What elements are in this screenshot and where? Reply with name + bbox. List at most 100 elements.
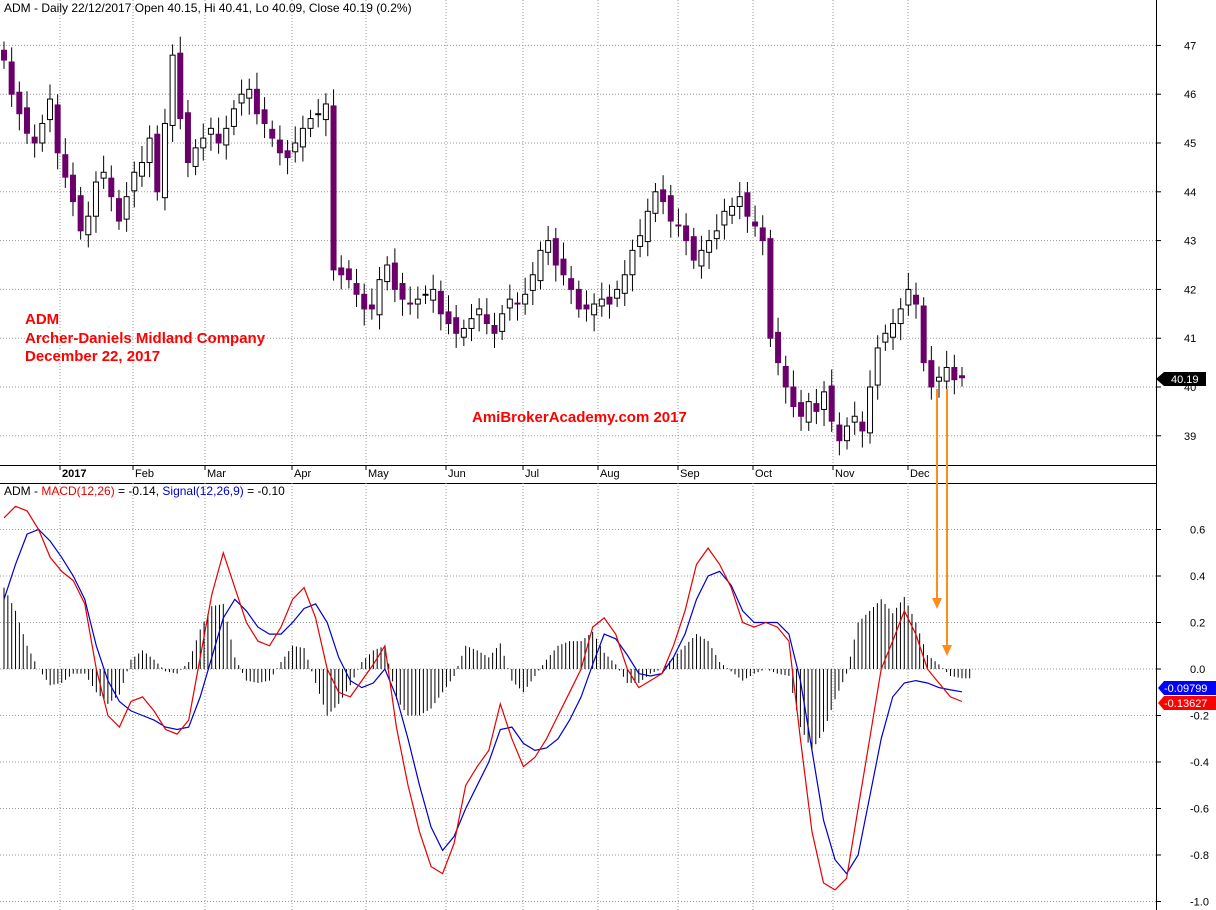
macd-header-prefix: ADM - (4, 484, 41, 498)
candle-body (131, 171, 138, 192)
price-tick-label: 39 (1184, 431, 1196, 443)
candle-body (338, 267, 345, 276)
candle-body (721, 210, 728, 226)
candle-body (322, 103, 329, 121)
candle-body (729, 205, 736, 216)
annotation-ticker: ADM (25, 311, 59, 328)
candle-body (752, 221, 759, 227)
month-tick-label: Jul (525, 468, 539, 480)
macd-tick-label: 0.4 (1190, 571, 1205, 583)
candle-body (276, 139, 283, 154)
macd-grid (0, 483, 1156, 910)
candle-body (261, 109, 268, 124)
candle-body (951, 366, 958, 381)
candle-body (184, 112, 191, 164)
candle-body (483, 314, 490, 325)
candle-body (545, 240, 552, 253)
last-price-tag-bg (1156, 372, 1206, 386)
candle-body (453, 317, 460, 334)
macd-line (3, 505, 963, 891)
candle-body (345, 268, 352, 281)
candle-body (583, 304, 590, 310)
macd-tick-label: -0.4 (1190, 757, 1209, 769)
candle-body (62, 154, 69, 178)
price-tick-label: 42 (1184, 284, 1196, 296)
candle-body (46, 98, 53, 121)
price-tick-label: 44 (1184, 187, 1196, 199)
candle-body (905, 288, 912, 306)
candle-body (422, 293, 429, 296)
month-tick-label: Nov (835, 468, 855, 480)
candle-body (169, 54, 176, 126)
macd-tick-label: 0.0 (1190, 664, 1205, 676)
candle-body (299, 127, 306, 148)
candle-body (560, 258, 567, 276)
month-tick-label: May (368, 468, 389, 480)
candle-body (253, 88, 260, 115)
candle-body (292, 142, 299, 153)
candle-body (660, 189, 667, 203)
price-tick-label: 43 (1184, 236, 1196, 248)
candle-body (376, 279, 383, 316)
month-tick-label: Jun (448, 468, 466, 480)
candle-body (177, 52, 184, 120)
candle-body (146, 137, 153, 164)
macd-tick-label: -0.2 (1190, 711, 1209, 723)
macd-tick-label: 0.6 (1190, 525, 1205, 537)
month-tick-label: Mar (207, 468, 226, 480)
candle-body (307, 118, 314, 129)
candle-body (407, 302, 414, 305)
candle-body (23, 107, 30, 134)
candle-body (100, 171, 107, 179)
month-tick-label: Apr (294, 468, 311, 480)
candle-body (238, 93, 245, 104)
candle-body (606, 296, 613, 305)
month-tick-label: Dec (910, 468, 930, 480)
candle-body (499, 313, 506, 332)
arrow-1-head (932, 598, 942, 609)
candle-body (629, 249, 636, 276)
candle-body (844, 425, 851, 442)
annotation-company: Archer-Daniels Midland Company (25, 330, 266, 347)
candle-body (867, 386, 874, 434)
signal-last-tag-bg (1158, 681, 1216, 695)
candle-body (430, 288, 437, 301)
candle-body (460, 327, 467, 338)
candle-body (813, 403, 820, 412)
candle-body (897, 308, 904, 325)
macd-last-tag-bg (1158, 696, 1216, 710)
price-tick-label: 46 (1184, 89, 1196, 101)
candle-body (775, 331, 782, 364)
candle-body (514, 302, 521, 305)
candle-body (207, 127, 214, 135)
candle-body (215, 133, 222, 144)
candle-body (652, 191, 659, 214)
candle-body (192, 147, 199, 167)
candle-body (552, 238, 559, 266)
candle-body (683, 225, 690, 242)
price-header: ADM - Daily 22/12/2017 Open 40.15, Hi 40… (4, 1, 412, 15)
candle-body (890, 323, 897, 338)
candle-body (223, 127, 230, 146)
candle-body (591, 303, 598, 316)
macd-header-signal-label: Signal(12,26,9) (162, 484, 243, 498)
candle-body (368, 304, 375, 310)
price-tick-label: 45 (1184, 138, 1196, 150)
candle-body (476, 308, 483, 316)
candle-body (667, 195, 674, 222)
candle-body (920, 305, 927, 364)
month-tick-label: Sep (680, 468, 700, 480)
candle-body (882, 332, 889, 343)
candle-body (575, 288, 582, 310)
macd-lines (3, 505, 963, 891)
macd-tick-label: -0.8 (1190, 850, 1209, 862)
candle-body (445, 311, 452, 325)
candle-body (936, 376, 943, 382)
candle-body (154, 133, 161, 193)
macd-header-signal-value: = -0.10 (244, 484, 285, 498)
watermark: AmiBrokerAcademy.com 2017 (472, 409, 687, 426)
candle-body (506, 298, 513, 309)
candle-body (874, 347, 881, 386)
candle-body (690, 236, 697, 261)
